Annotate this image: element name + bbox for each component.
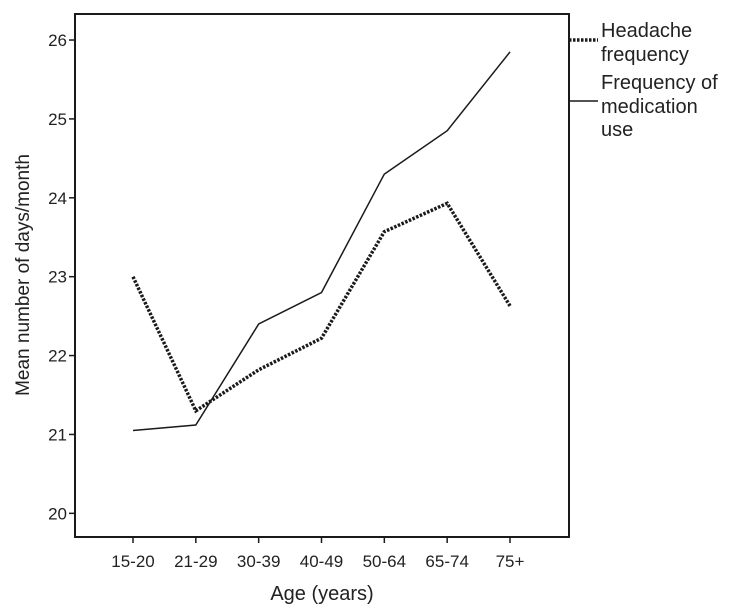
y-tick-label: 20 [48, 504, 67, 523]
x-tick-label: 75+ [496, 552, 525, 571]
series-lines [131, 51, 512, 432]
x-tick-label: 15-20 [111, 552, 154, 571]
x-tick-label: 50-64 [363, 552, 406, 571]
series-line-headache-frequency [131, 201, 512, 414]
x-tick-label: 65-74 [425, 552, 468, 571]
y-tick-label: 21 [48, 425, 67, 444]
legend-label-frequency-of-medication-use-line1: Frequency of [601, 72, 718, 94]
legend-label-headache-frequency-line1: Headache [601, 20, 692, 42]
legend-label-frequency-of-medication-use-line2: medication [601, 96, 698, 118]
legend: Headache frequency Frequency of medicati… [569, 20, 718, 141]
series-line-frequency-of-medication-use [132, 51, 511, 432]
y-tick-label: 23 [48, 268, 67, 287]
x-axis-ticks: 15-20 21-29 30-39 40-49 50-64 65-74 75+ [111, 537, 524, 571]
x-axis-label: Age (years) [270, 583, 373, 605]
legend-label-frequency-of-medication-use-line3: use [601, 119, 633, 141]
y-axis-label: Mean number of days/month [13, 154, 34, 396]
y-tick-label: 24 [48, 189, 67, 208]
x-tick-label: 40-49 [300, 552, 343, 571]
y-tick-label: 25 [48, 110, 67, 129]
y-axis-ticks: 20 21 22 23 24 25 26 [48, 31, 75, 523]
plot-frame [74, 13, 570, 538]
y-tick-label: 22 [48, 347, 67, 366]
x-tick-label: 21-29 [174, 552, 217, 571]
x-tick-label: 30-39 [237, 552, 280, 571]
y-tick-label: 26 [48, 31, 67, 50]
legend-label-headache-frequency-line2: frequency [601, 44, 689, 66]
